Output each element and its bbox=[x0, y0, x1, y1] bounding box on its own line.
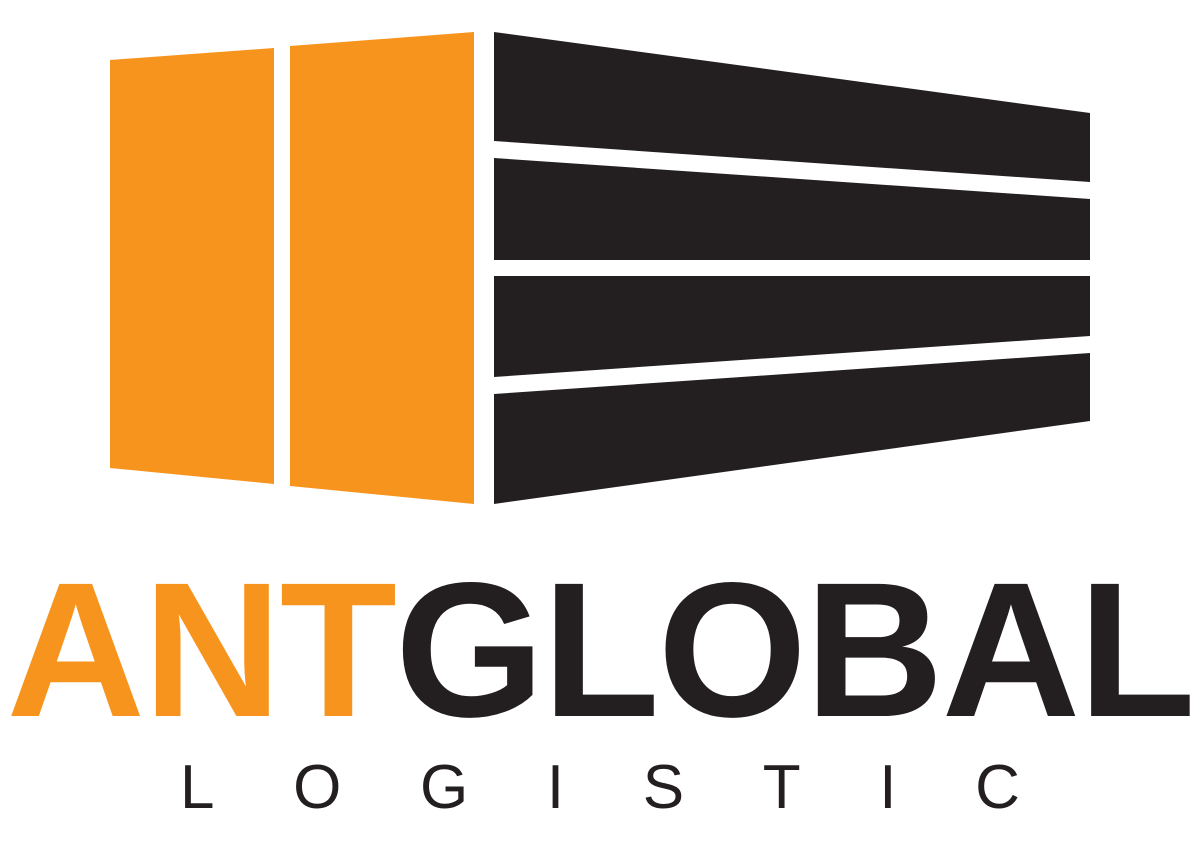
tagline-letter: I bbox=[879, 752, 897, 822]
brand-name: ANTGLOBAL bbox=[0, 554, 1200, 746]
brand-name-first: ANT bbox=[6, 542, 397, 757]
tagline-letter: G bbox=[420, 752, 469, 822]
container-rib-3 bbox=[494, 276, 1090, 377]
tagline-letter: S bbox=[642, 752, 685, 822]
container-door-left bbox=[110, 48, 274, 484]
container-rib-2 bbox=[494, 158, 1090, 260]
container-rib-1 bbox=[494, 32, 1090, 182]
tagline-letter: I bbox=[546, 752, 565, 822]
tagline-letter: O bbox=[293, 752, 342, 822]
tagline-letter: T bbox=[762, 752, 801, 822]
tagline-letter: L bbox=[180, 752, 215, 822]
container-rib-4 bbox=[494, 353, 1090, 504]
tagline-letter: C bbox=[975, 752, 1020, 822]
container-door-right bbox=[290, 32, 474, 504]
brand-name-second: GLOBAL bbox=[395, 542, 1196, 757]
